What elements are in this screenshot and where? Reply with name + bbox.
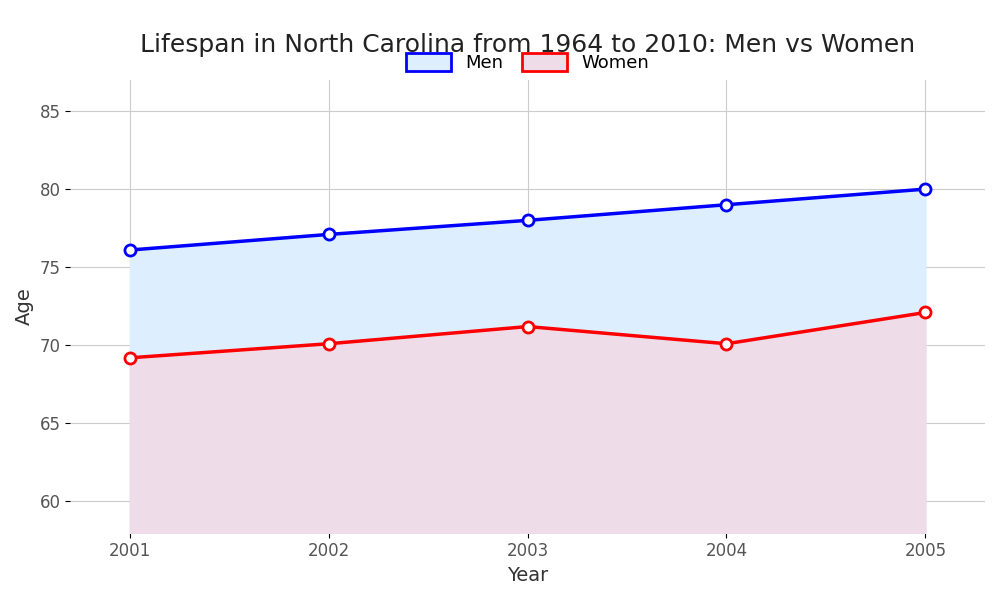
Legend: Men, Women: Men, Women (397, 44, 658, 81)
Y-axis label: Age: Age (15, 287, 34, 325)
Title: Lifespan in North Carolina from 1964 to 2010: Men vs Women: Lifespan in North Carolina from 1964 to … (140, 33, 915, 57)
X-axis label: Year: Year (507, 566, 548, 585)
